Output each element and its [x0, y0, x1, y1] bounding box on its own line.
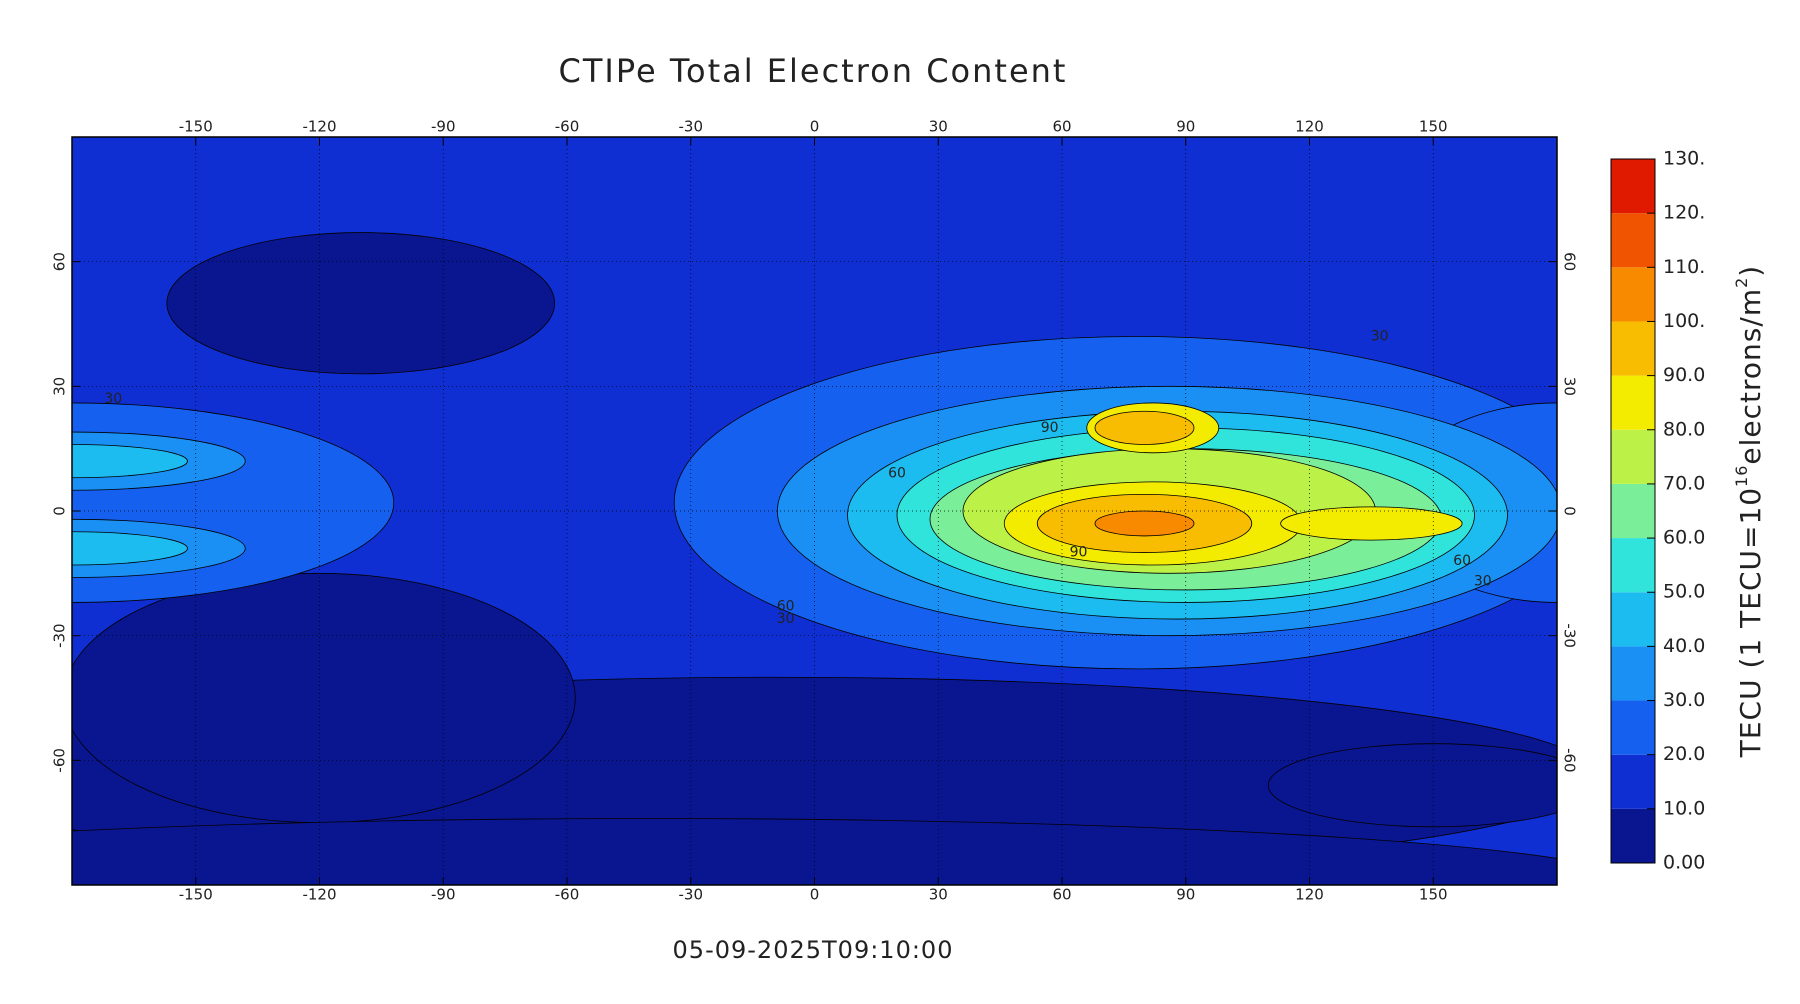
label-text: electrons/m: [1734, 288, 1767, 465]
y-tick-label: 60: [1561, 252, 1579, 271]
label-superscript: 2: [1732, 277, 1751, 288]
label-text: TECU (1 TECU=10: [1734, 487, 1767, 758]
colorbar-frame: [1610, 158, 1656, 864]
contour-label: 30: [777, 611, 795, 627]
y-tick-label: 30: [51, 377, 69, 396]
x-tick-label: 120: [1295, 886, 1324, 904]
x-tick-label: -60: [555, 118, 580, 136]
contour-label: 90: [1070, 545, 1088, 561]
colorbar-tick-label: 70.0: [1663, 472, 1705, 494]
label-superscript: 16: [1732, 465, 1751, 487]
contour-band: [1094, 410, 1195, 445]
contour-label: 60: [1453, 553, 1471, 569]
x-tick-label: -90: [431, 118, 456, 136]
colorbar-tick-label: 30.0: [1663, 689, 1705, 711]
colorbar-segment: [1611, 646, 1655, 701]
contour-label: 30: [104, 391, 122, 407]
contour-band: [72, 531, 188, 566]
colorbar-segment: [1611, 321, 1655, 376]
y-tick-label: -60: [1561, 748, 1579, 773]
x-tick-label: -60: [555, 886, 580, 904]
x-tick-label: -30: [679, 118, 704, 136]
x-tick-label: -90: [431, 886, 456, 904]
colorbar-tick-label: 120.: [1663, 202, 1705, 224]
x-tick-label: 30: [929, 886, 948, 904]
y-tick-label: -30: [51, 623, 69, 648]
colorbar-tick-label: 10.0: [1663, 797, 1705, 819]
colorbar-tick-label: 110.: [1663, 256, 1705, 278]
label-text: ): [1734, 265, 1767, 277]
y-tick-label: 30: [1561, 377, 1579, 396]
map-frame: [71, 136, 1558, 886]
contour-label: 60: [777, 599, 795, 615]
x-tick-label: -30: [679, 886, 704, 904]
colorbar-segment: [1611, 159, 1655, 214]
contour-band: [166, 232, 556, 375]
colorbar-segment: [1611, 267, 1655, 322]
x-tick-label: -120: [302, 118, 336, 136]
colorbar-segment: [1611, 483, 1655, 539]
x-tick-label: -150: [179, 118, 213, 136]
y-tick-label: 0: [51, 506, 69, 516]
x-tick-label: 60: [1052, 886, 1071, 904]
contour-label: 90: [1041, 420, 1059, 436]
x-tick-label: 150: [1419, 886, 1448, 904]
colorbar-tick-label: 40.0: [1663, 635, 1705, 657]
colorbar-tick-label: 20.0: [1663, 743, 1705, 765]
contour-label: 60: [888, 466, 906, 482]
contour-band: [72, 818, 1557, 885]
colorbar-segment: [1611, 700, 1655, 755]
x-tick-label: 60: [1052, 118, 1071, 136]
y-tick-label: 60: [51, 252, 69, 271]
colorbar-tick-label: 90.0: [1663, 364, 1705, 386]
x-tick-label: 150: [1419, 118, 1448, 136]
colorbar-tick-label: 60.0: [1663, 527, 1705, 549]
x-tick-label: 120: [1295, 118, 1324, 136]
contour-label: 30: [1474, 574, 1492, 590]
colorbar-tick-label: 50.0: [1663, 581, 1705, 603]
colorbar-segment: [1611, 538, 1655, 593]
y-tick-label: -60: [51, 748, 69, 773]
x-tick-label: 0: [810, 886, 820, 904]
colorbar-label: TECU (1 TECU=1016electrons/m2): [1732, 265, 1767, 758]
map-field: [72, 137, 1557, 885]
colorbar-segment: [1611, 592, 1655, 647]
colorbar-segment: [1611, 754, 1655, 809]
contour-band: [1094, 510, 1195, 537]
contour-band: [72, 444, 188, 479]
title: CTIPe Total Electron Content: [559, 52, 1068, 90]
colorbar-tick-label: 0.00: [1663, 852, 1705, 874]
colorbar-tick-label: 100.: [1663, 310, 1705, 332]
map-overlay: -150 -150 -120 -120 -90 -90 -60 -60 -30 -30 0 0 30 30…: [51, 118, 1579, 904]
timestamp: 05-09-2025T09:10:00: [673, 936, 954, 964]
colorbar-segment: [1611, 213, 1655, 268]
contour-label: 30: [1371, 328, 1389, 344]
colorbar-segment: [1611, 808, 1655, 863]
colorbar-segment: [1611, 429, 1655, 484]
contour-band: [1280, 506, 1463, 541]
contour-band: [1267, 743, 1557, 828]
x-tick-label: -150: [179, 886, 213, 904]
x-tick-label: 90: [1176, 118, 1195, 136]
x-tick-label: 30: [929, 118, 948, 136]
x-tick-label: 90: [1176, 886, 1195, 904]
colorbar-tick-label: 130.: [1663, 148, 1705, 170]
x-tick-label: 0: [810, 118, 820, 136]
x-tick-label: -120: [302, 886, 336, 904]
y-tick-label: 0: [1561, 506, 1579, 516]
colorbar-tick-label: 80.0: [1663, 418, 1705, 440]
y-tick-label: -30: [1561, 623, 1579, 648]
colorbar-segment: [1611, 375, 1655, 430]
